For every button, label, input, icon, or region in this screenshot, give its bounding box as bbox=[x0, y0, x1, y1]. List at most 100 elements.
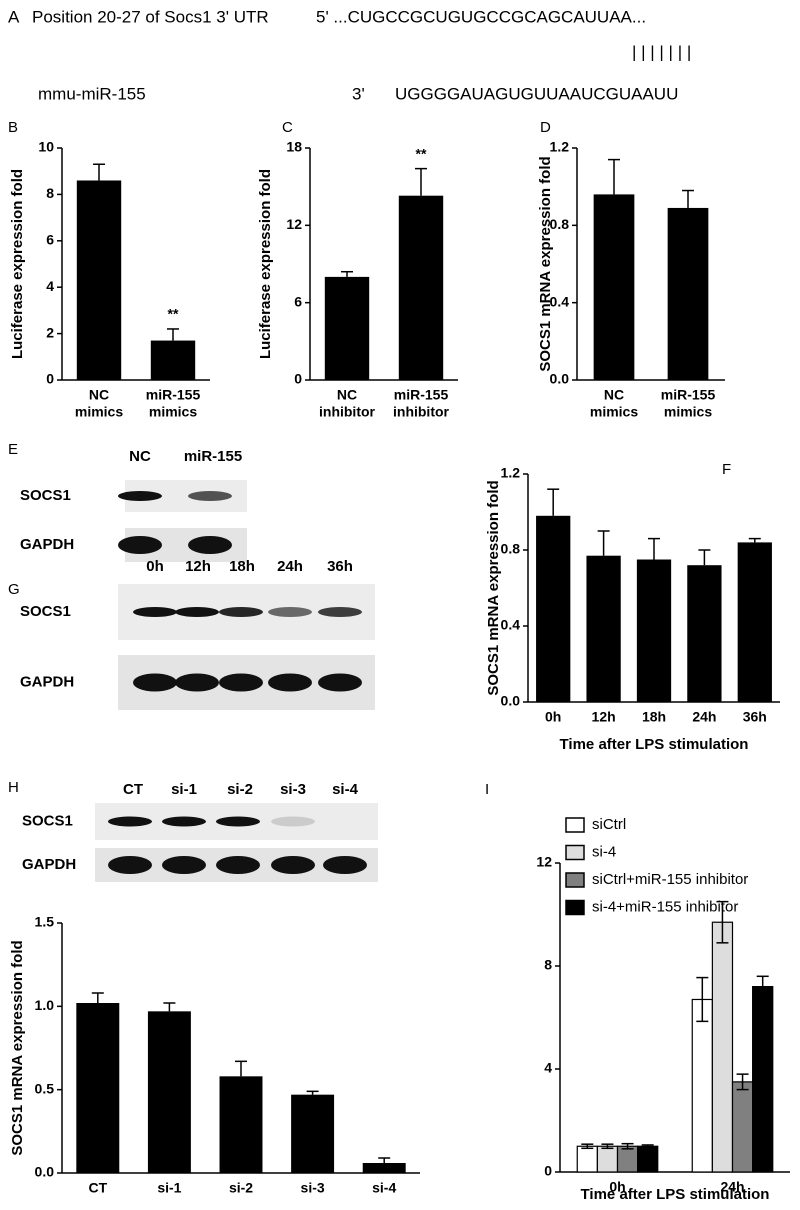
y-tick-label: 4 bbox=[544, 1060, 552, 1076]
legend-swatch bbox=[565, 817, 585, 833]
row-label: SOCS1 bbox=[22, 812, 73, 829]
sequence-title: Position 20-27 of Socs1 3' UTR bbox=[32, 7, 269, 26]
y-axis-label: Luciferase expression fold bbox=[9, 169, 26, 359]
band bbox=[133, 607, 177, 617]
row-label: GAPDH bbox=[20, 673, 74, 690]
lane-label: 18h bbox=[229, 558, 255, 575]
bar bbox=[636, 559, 672, 702]
bar bbox=[150, 340, 196, 380]
error-bar bbox=[91, 992, 104, 1003]
y-tick-label: 0.8 bbox=[501, 541, 521, 557]
error-bar bbox=[415, 167, 427, 196]
y-tick-label: 6 bbox=[46, 232, 54, 248]
bar bbox=[291, 1094, 335, 1173]
row-label: GAPDH bbox=[20, 536, 74, 553]
band bbox=[216, 816, 260, 827]
band bbox=[268, 673, 312, 692]
x-tick-label: mimics bbox=[149, 404, 197, 420]
bar bbox=[147, 1011, 191, 1173]
bar bbox=[731, 1081, 754, 1173]
error-bar bbox=[163, 1002, 176, 1012]
error-bar bbox=[235, 1060, 247, 1077]
y-tick-label: 0 bbox=[46, 371, 54, 387]
band bbox=[162, 856, 206, 874]
error-bar bbox=[581, 1143, 594, 1150]
error-bar bbox=[682, 189, 694, 208]
y-tick-label: 12 bbox=[286, 216, 302, 232]
band bbox=[108, 816, 152, 827]
y-tick-label: 0.8 bbox=[550, 216, 570, 232]
lane-label: 12h bbox=[185, 558, 211, 575]
band bbox=[175, 673, 219, 692]
mirna-sequence: UGGGGAUAGUGUUAAUCGUAAUU bbox=[395, 84, 678, 103]
bar bbox=[711, 921, 734, 1173]
error-bar bbox=[378, 1157, 391, 1163]
error-bar bbox=[641, 1144, 654, 1149]
panel-label: F bbox=[722, 461, 731, 478]
bar bbox=[616, 1145, 639, 1173]
y-tick-label: 18 bbox=[286, 139, 302, 155]
x-tick-label: miR-155 bbox=[394, 387, 449, 403]
error-bar bbox=[306, 1090, 319, 1095]
panel-label: E bbox=[8, 441, 18, 458]
mirna-end: 3' bbox=[352, 84, 365, 103]
x-tick-label: 24h bbox=[720, 1179, 744, 1195]
panel-label: A bbox=[8, 7, 20, 26]
band bbox=[188, 491, 232, 501]
error-bar bbox=[547, 488, 560, 516]
bar bbox=[687, 565, 722, 702]
band bbox=[108, 856, 152, 874]
x-tick-label: 18h bbox=[642, 709, 666, 725]
y-axis-label: SOCS1 mRNA expression fold bbox=[485, 480, 502, 695]
x-axis-label: Time after LPS stimulation bbox=[581, 1186, 770, 1203]
band bbox=[188, 536, 232, 554]
band bbox=[271, 816, 315, 827]
target-sequence: 5' ...CUGCCGCUGUGCCGCAGCAUUAA... bbox=[316, 7, 646, 26]
legend-swatch bbox=[565, 872, 585, 888]
legend-swatch bbox=[565, 899, 585, 916]
panel-label: C bbox=[282, 119, 293, 136]
x-tick-label: si-4 bbox=[372, 1180, 396, 1196]
y-tick-label: 0.5 bbox=[35, 1080, 55, 1096]
error-bar bbox=[341, 270, 353, 277]
error-bar bbox=[601, 1143, 614, 1150]
x-tick-label: mimics bbox=[590, 404, 638, 420]
panel-label: I bbox=[485, 781, 489, 798]
mirna-name: mmu-miR-155 bbox=[38, 84, 146, 103]
band bbox=[118, 536, 162, 554]
x-tick-label: si-1 bbox=[157, 1180, 181, 1196]
x-tick-label: CT bbox=[88, 1180, 107, 1196]
error-bar bbox=[756, 975, 769, 998]
row-label: SOCS1 bbox=[20, 603, 71, 620]
bar bbox=[637, 1145, 659, 1173]
y-tick-label: 0 bbox=[544, 1163, 552, 1179]
y-tick-label: 0.4 bbox=[501, 617, 521, 633]
bar bbox=[362, 1163, 406, 1173]
error-bar bbox=[167, 328, 179, 341]
x-tick-label: miR-155 bbox=[661, 387, 716, 403]
x-tick-label: NC bbox=[89, 387, 109, 403]
significance: ** bbox=[416, 145, 427, 161]
error-bar bbox=[736, 1073, 749, 1091]
error-bar bbox=[716, 900, 729, 944]
x-tick-label: 36h bbox=[743, 709, 767, 725]
band bbox=[162, 816, 206, 827]
lane-label: si-1 bbox=[171, 781, 197, 798]
bar bbox=[752, 985, 774, 1173]
y-tick-label: 0.0 bbox=[550, 371, 570, 387]
legend-label: si-4+miR-155 inhibitor bbox=[592, 898, 738, 915]
band bbox=[271, 856, 315, 874]
row-label: GAPDH bbox=[22, 856, 76, 873]
x-tick-label: 24h bbox=[692, 709, 716, 725]
lane-label: si-4 bbox=[332, 781, 359, 798]
y-tick-label: 8 bbox=[46, 185, 54, 201]
bar bbox=[586, 555, 621, 702]
x-tick-label: mimics bbox=[664, 404, 712, 420]
x-tick-label: NC bbox=[337, 387, 357, 403]
error-bar bbox=[597, 530, 610, 556]
lane-label: CT bbox=[123, 781, 143, 798]
x-tick-label: NC bbox=[604, 387, 624, 403]
bar bbox=[596, 1145, 619, 1173]
y-tick-label: 1.2 bbox=[501, 465, 521, 481]
